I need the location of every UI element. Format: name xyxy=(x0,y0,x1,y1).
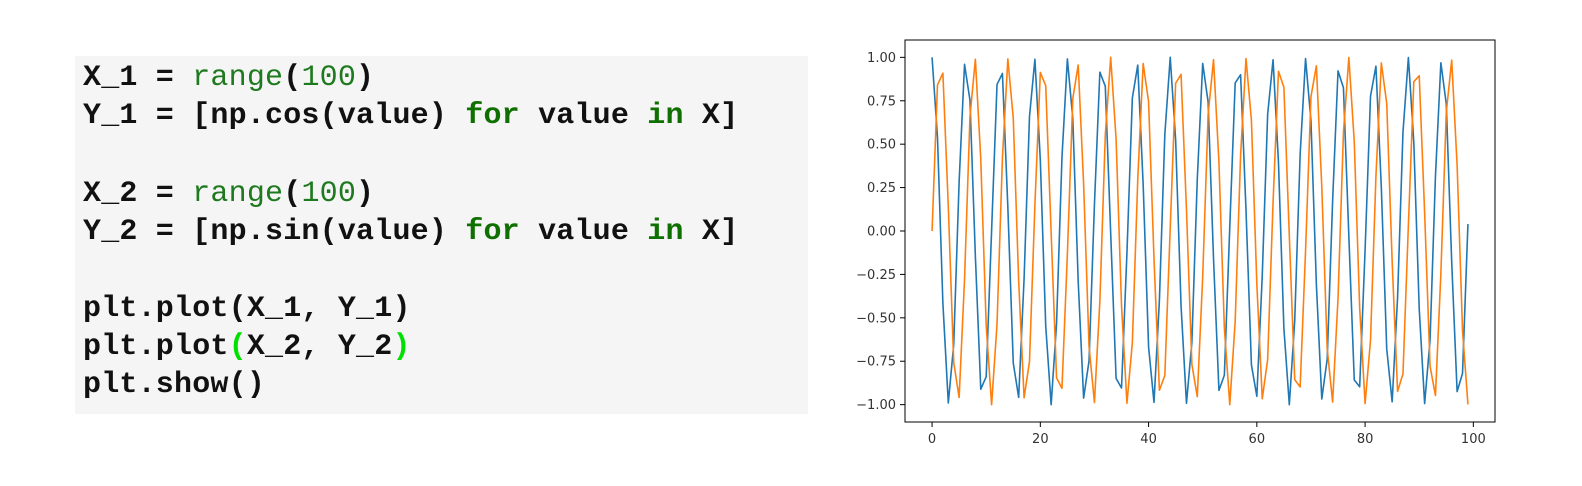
code-token: ) xyxy=(356,177,375,211)
code-line: X_2 = range(100) xyxy=(83,177,374,211)
code-token: ( xyxy=(228,330,247,364)
code-line: plt.plot(X_1, Y_1) xyxy=(83,292,411,326)
x-tick-label: 40 xyxy=(1140,432,1157,447)
series-line-2 xyxy=(931,56,1469,406)
code-token: Y_2 = [np.sin(value) xyxy=(83,215,466,249)
code-line: plt.plot(X_2, Y_2) xyxy=(83,330,411,364)
code-token: ) xyxy=(392,330,411,364)
code-token: range xyxy=(192,177,284,211)
x-tick-label: 60 xyxy=(1249,432,1266,447)
code-token: plt.plot xyxy=(83,330,229,364)
code-cell[interactable]: X_1 = range(100) Y_1 = [np.cos(value) for… xyxy=(75,56,808,414)
x-tick-label: 80 xyxy=(1357,432,1374,447)
code-token: range xyxy=(192,61,284,95)
code-line: Y_1 = [np.cos(value) for value in X] xyxy=(83,99,738,133)
code-token: plt.plot(X_1, Y_1) xyxy=(83,292,411,326)
y-tick-label: 0.50 xyxy=(867,138,896,153)
code-line: X_1 = range(100) xyxy=(83,61,374,95)
x-tick-label: 100 xyxy=(1461,432,1486,447)
y-tick-label: −1.00 xyxy=(856,398,896,413)
code-token: for xyxy=(465,99,520,133)
code-token: X_1 = xyxy=(83,61,193,95)
code-token: plt.show() xyxy=(83,368,266,402)
code-token: value xyxy=(519,99,648,133)
code-token: X] xyxy=(683,215,739,249)
code-token: in xyxy=(647,215,684,249)
code-token: X_2, Y_2 xyxy=(246,330,393,364)
code-token: X_2 = xyxy=(83,177,193,211)
code-token: ( xyxy=(283,61,302,95)
y-tick-label: −0.25 xyxy=(856,268,896,283)
code-line: plt.show() xyxy=(83,368,265,402)
y-tick-label: 0.00 xyxy=(867,225,896,240)
y-tick-label: 0.25 xyxy=(867,181,896,196)
y-tick-label: −0.75 xyxy=(856,355,896,370)
code-token: 100 xyxy=(301,177,357,211)
y-tick-label: −0.50 xyxy=(856,311,896,326)
chart-svg: 0 20 40 60 80 100 −1.00 −0.75 −0.50 −0.25 0.00 0.25… xyxy=(856,39,1496,447)
code-token: ) xyxy=(356,61,375,95)
code-token: value xyxy=(519,215,648,249)
y-tick-label: 0.75 xyxy=(867,94,896,109)
code-token: Y_1 = [np.cos(value) xyxy=(83,99,466,133)
line-chart: 0 20 40 60 80 100 −1.00 −0.75 −0.50 −0.25 0.00 0.25… xyxy=(830,30,1510,460)
code-token: in xyxy=(647,99,684,133)
x-tick-label: 20 xyxy=(1032,432,1049,447)
x-tick-label: 0 xyxy=(928,432,936,447)
code-line: Y_2 = [np.sin(value) for value in X] xyxy=(83,215,738,249)
code-token: 100 xyxy=(301,61,357,95)
code-token: for xyxy=(465,215,520,249)
y-tick-label: 1.00 xyxy=(867,51,896,66)
code-token: ( xyxy=(283,177,302,211)
code-token: X] xyxy=(683,99,739,133)
